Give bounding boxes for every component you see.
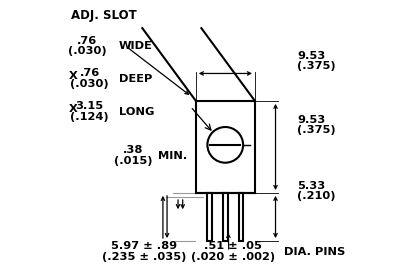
Text: (.015): (.015) [114, 155, 153, 166]
Text: .38: .38 [123, 145, 144, 155]
Text: (.375): (.375) [298, 61, 336, 71]
Text: (.030): (.030) [70, 79, 109, 89]
Text: (.210): (.210) [298, 191, 336, 201]
Text: MIN.: MIN. [158, 151, 188, 161]
Bar [208, 193, 212, 241]
Text: .51 ± .05: .51 ± .05 [204, 242, 262, 251]
Text: (.124): (.124) [70, 112, 109, 122]
Text: ADJ. SLOT: ADJ. SLOT [71, 9, 137, 22]
Text: WIDE: WIDE [119, 41, 153, 51]
Text: 5.97 ± .89: 5.97 ± .89 [111, 242, 177, 251]
Text: .76: .76 [80, 68, 100, 78]
Text: X: X [69, 104, 78, 114]
Text: .76: .76 [77, 36, 97, 46]
Bar [196, 101, 255, 193]
Bar [223, 193, 228, 241]
Text: (.020 ± .002): (.020 ± .002) [191, 252, 275, 262]
Circle shape [208, 127, 243, 163]
Text: (.030): (.030) [68, 46, 106, 56]
Text: DIA. PINS: DIA. PINS [284, 247, 345, 257]
Text: (.375): (.375) [298, 125, 336, 135]
Text: DEEP: DEEP [119, 74, 152, 84]
Text: 3.15: 3.15 [76, 101, 104, 112]
Text: (.235 ± .035): (.235 ± .035) [102, 252, 186, 262]
Text: LONG: LONG [119, 107, 154, 117]
Bar [239, 193, 243, 241]
Text: 9.53: 9.53 [298, 51, 326, 61]
Text: X: X [69, 71, 78, 81]
Text: 9.53: 9.53 [298, 115, 326, 125]
Text: 5.33: 5.33 [298, 181, 326, 191]
